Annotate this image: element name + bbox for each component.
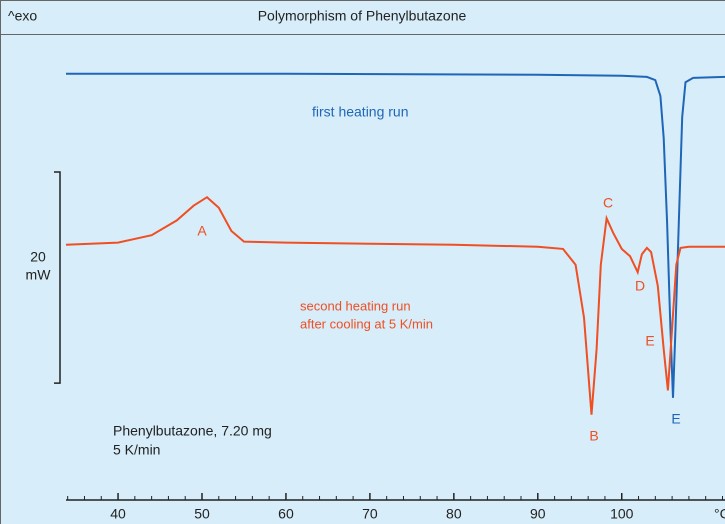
x-tick-label: 40 [110,506,126,522]
annotation: E [645,333,654,349]
y-axis-label: ^exo [8,8,37,24]
x-axis-unit: °C [714,506,725,522]
scale-bar [54,171,61,384]
scale-bar-unit: mW [26,267,52,283]
sample-info: 5 K/min [113,442,160,458]
series-label: first heating run [312,104,409,120]
x-tick-label: 50 [194,506,210,522]
x-tick-label: 60 [278,506,294,522]
x-tick-label: 100 [610,506,634,522]
x-tick-label: 80 [446,506,462,522]
series-line [66,72,725,398]
chart-title: Polymorphism of Phenylbutazone [258,8,467,24]
x-tick-label: 70 [362,506,378,522]
scale-bar-label: 20 [30,249,46,265]
annotation: A [197,223,207,239]
annotation: E [671,411,680,427]
series-label: second heating run [300,298,411,313]
x-tick-label: 90 [530,506,546,522]
sample-info: Phenylbutazone, 7.20 mg [113,423,272,439]
annotation: C [603,195,613,211]
annotation: B [589,428,598,444]
series-line [65,195,725,415]
series-label: after cooling at 5 K/min [300,316,433,331]
annotation: D [635,278,645,294]
